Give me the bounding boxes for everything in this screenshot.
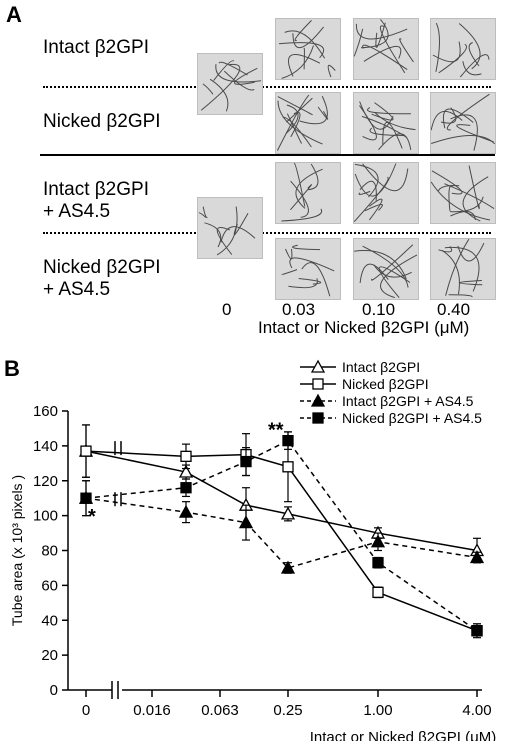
y-axis-label: Tube area (x 10³ pixels ) <box>9 475 25 626</box>
y-tick-label: 0 <box>50 682 58 699</box>
y-tick-label: 160 <box>33 403 58 420</box>
series-line <box>85 450 478 552</box>
y-tick-label: 20 <box>41 647 58 664</box>
row-label-intact-as45-line2: + AS4.5 <box>43 201 111 222</box>
micrograph-image <box>353 162 419 224</box>
x-tick-label: 0 <box>82 702 90 719</box>
x-axis-label: Intact or Nicked β2GPI (μM) <box>310 729 496 741</box>
x-tick-label: 0.016 <box>133 702 171 719</box>
micrograph-image <box>353 238 419 300</box>
row-label-nicked: Nicked β2GPI <box>43 111 161 132</box>
x-tick-label: 1.00 <box>363 702 392 719</box>
group-divider-solid <box>40 154 495 156</box>
concentration-label: 0.40 <box>437 300 471 319</box>
micrograph-image <box>275 18 341 80</box>
micrograph-image <box>197 197 263 259</box>
series-line <box>85 450 478 632</box>
data-point <box>178 464 194 478</box>
micrograph-image <box>430 238 496 300</box>
data-point <box>280 560 296 574</box>
panel-b-letter: B <box>4 356 20 381</box>
x-tick-label: 0.063 <box>201 702 239 719</box>
series-line <box>85 497 478 569</box>
series-line <box>85 439 478 632</box>
y-tick-label: 60 <box>41 577 58 594</box>
concentration-label: 0.10 <box>362 300 396 319</box>
data-point <box>180 482 192 494</box>
data-point <box>80 445 92 457</box>
row-label-nicked-as45-line1: Nicked β2GPI <box>43 257 161 278</box>
y-tick-label: 100 <box>33 508 58 525</box>
data-point <box>469 550 485 564</box>
row-divider-dotted <box>43 86 491 88</box>
data-point <box>282 434 294 447</box>
micrograph-image <box>275 162 341 224</box>
concentration-label: 0.03 <box>282 300 316 319</box>
data-point <box>372 557 384 569</box>
legend-label: Intact β2GPI <box>342 359 420 375</box>
x-tick-label: 4.00 <box>462 702 491 719</box>
micrograph-image <box>353 18 419 80</box>
micrograph-image <box>197 53 263 115</box>
row-divider-dotted <box>43 232 491 234</box>
row-label-intact-as45-line1: Intact β2GPI <box>43 179 149 200</box>
row-label-intact: Intact β2GPI <box>43 37 149 58</box>
data-point <box>80 492 92 504</box>
legend-marker <box>310 393 326 407</box>
micrograph-image <box>275 92 341 154</box>
micrograph-image <box>353 92 419 154</box>
significance-annotation: ** <box>268 420 284 442</box>
legend-label: Nicked β2GPI <box>342 376 429 392</box>
legend-marker <box>312 412 324 424</box>
data-point <box>471 625 483 637</box>
panel-a-xlabel: Intact or Nicked β2GPI (μM) <box>258 318 470 337</box>
data-point <box>280 506 296 520</box>
data-point <box>282 461 294 473</box>
y-tick-label: 40 <box>41 612 58 629</box>
data-point <box>370 534 386 548</box>
significance-annotation: * <box>88 506 96 528</box>
legend-marker <box>310 359 326 373</box>
legend-label: Nicked β2GPI + AS4.5 <box>342 410 482 426</box>
data-point <box>240 455 252 468</box>
data-point <box>372 586 384 599</box>
x-tick-label: 0.25 <box>273 702 302 719</box>
micrograph-image <box>430 18 496 80</box>
micrograph-image <box>430 92 496 154</box>
data-point <box>238 515 254 529</box>
panel-a-letter: A <box>6 2 22 27</box>
row-label-nicked-as45-line2: + AS4.5 <box>43 279 111 300</box>
y-tick-label: 120 <box>33 473 58 490</box>
data-point <box>178 504 194 518</box>
micrograph-image <box>430 162 496 224</box>
data-point <box>180 450 192 462</box>
y-tick-label: 140 <box>33 438 58 455</box>
y-tick-label: 80 <box>41 543 58 560</box>
concentration-label: 0 <box>222 300 232 319</box>
legend-marker <box>312 378 324 390</box>
tube-area-chart: 0 20 40 60 80 100 120 140 160 0 0.016 0.063 0.25 1.00… <box>9 359 496 741</box>
legend-label: Intact β2GPI + AS4.5 <box>342 393 474 409</box>
micrograph-image <box>275 238 341 300</box>
